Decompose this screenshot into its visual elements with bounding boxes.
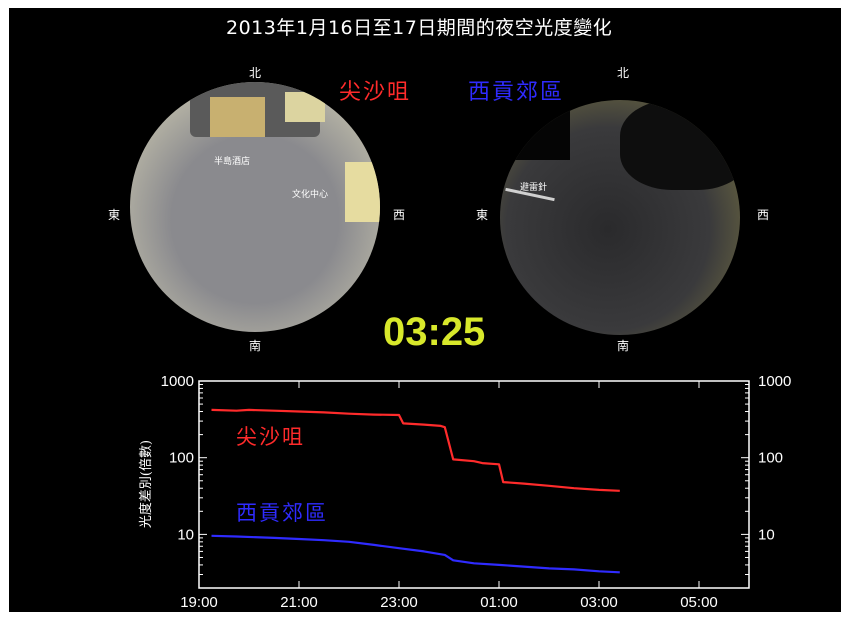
x-tick-label: 19:00 [180, 594, 218, 611]
y-tick-label-right: 1000 [758, 373, 791, 390]
y-tick-label-right: 10 [758, 526, 775, 543]
all-sky-image-tsim-sha-tsui [130, 82, 380, 332]
landmark-label: 半島酒店 [214, 157, 251, 167]
x-tick-label: 21:00 [280, 594, 318, 611]
compass-north-label: 北 [617, 66, 630, 80]
plot-frame [198, 380, 750, 589]
compass-west-label: 西 [757, 208, 770, 222]
series-line-sai-kung [211, 534, 620, 574]
x-tick-label: 01:00 [480, 594, 518, 611]
figure-title: 2013年1月16日至17日期間的夜空光度變化 [226, 17, 613, 39]
compass-north-label: 北 [249, 66, 262, 80]
y-axis-label: 光度差別(倍數) [138, 440, 154, 528]
y-tick-label-left: 1000 [161, 373, 194, 390]
compass-south-label: 南 [249, 339, 262, 353]
landmark-label: 避雷針 [520, 183, 548, 193]
compass-east-label: 東 [108, 208, 121, 222]
y-tick-label-left: 100 [169, 450, 194, 467]
x-tick-label: 23:00 [380, 594, 418, 611]
series-label: 西貢郊區 [236, 501, 328, 525]
camera-name-blue: 西貢郊區 [468, 80, 565, 105]
series-label: 尖沙咀 [236, 425, 305, 449]
landmark-label: 文化中心 [292, 190, 329, 200]
x-tick-label: 05:00 [680, 594, 718, 611]
y-tick-label-left: 10 [177, 526, 194, 543]
y-tick-label-right: 100 [758, 450, 783, 467]
x-tick-label: 03:00 [580, 594, 618, 611]
clock-readout: 03:25 [383, 310, 486, 354]
compass-west-label: 西 [393, 208, 406, 222]
compass-east-label: 東 [476, 208, 489, 222]
all-sky-image-sai-kung [500, 100, 740, 335]
camera-name-red: 尖沙咀 [339, 80, 412, 105]
series-line-tsim-sha-tsui [211, 408, 620, 492]
compass-south-label: 南 [617, 339, 630, 353]
